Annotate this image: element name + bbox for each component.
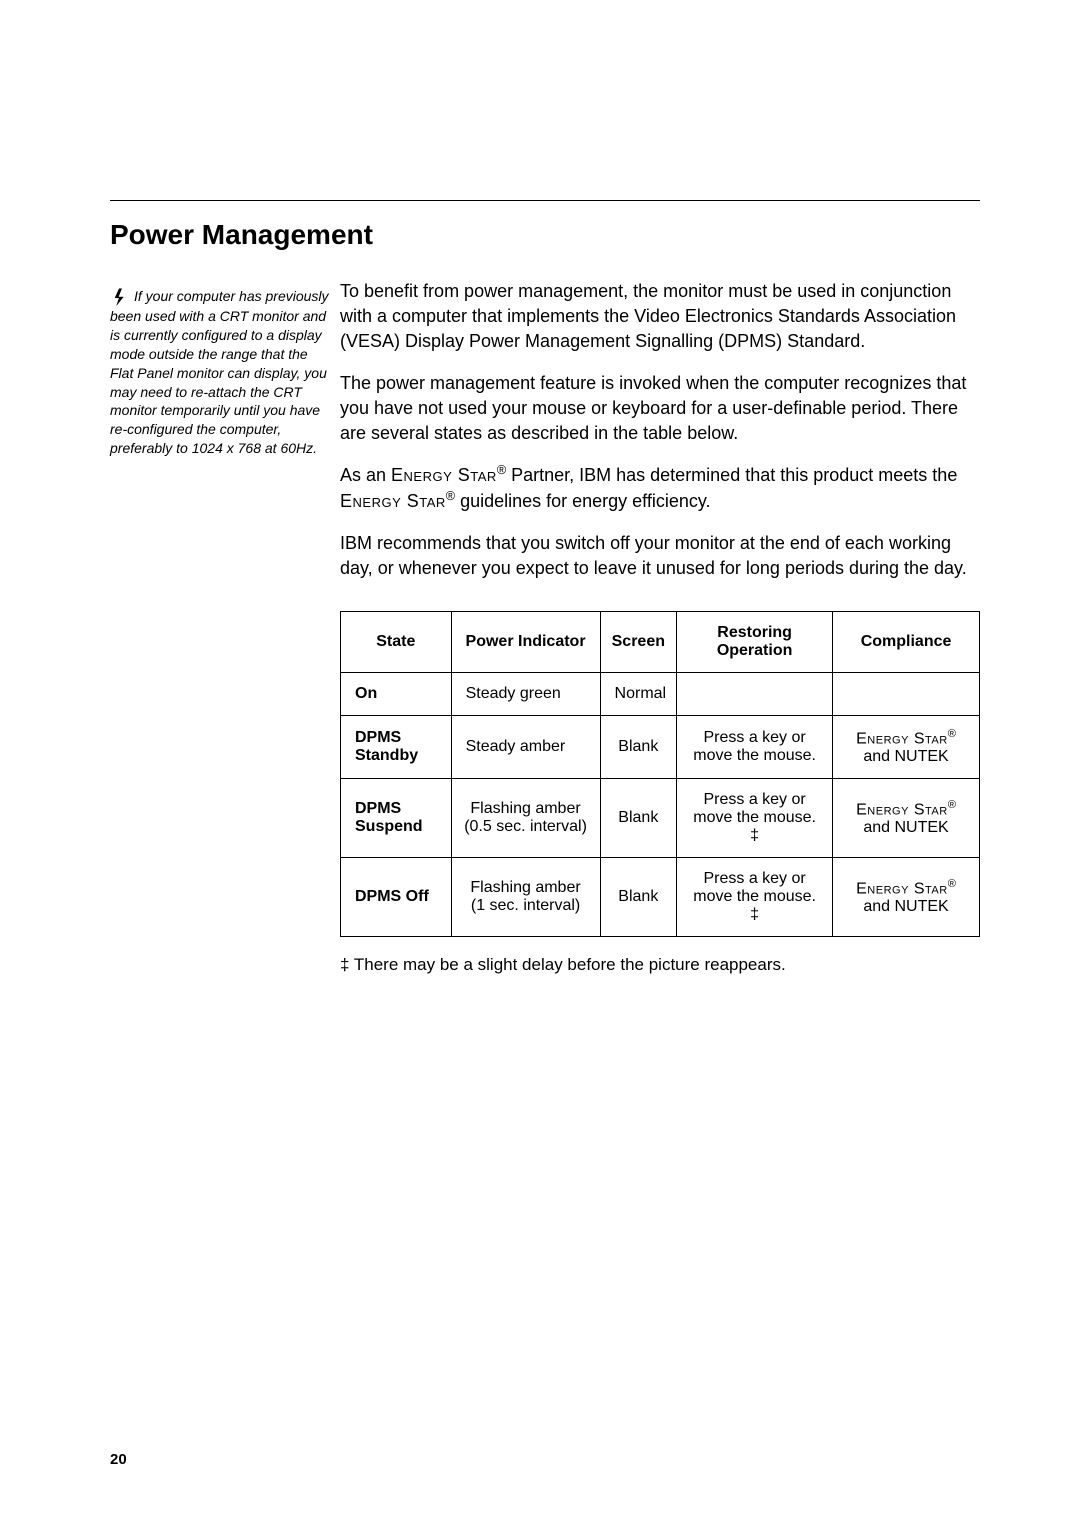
compliance-rest: and NUTEK (863, 819, 948, 836)
registered-mark-2: ® (446, 489, 455, 503)
header-screen: Screen (600, 611, 677, 672)
cell-state: On (341, 672, 452, 715)
sidenote: If your computer has previously been use… (110, 279, 330, 975)
paragraph-2: The power management feature is invoked … (340, 371, 980, 447)
registered-mark: ® (948, 799, 956, 811)
energy-star-brand-2: Energy Star (340, 491, 446, 511)
cell-state: DPMS Off (341, 858, 452, 937)
cell-state: DPMS Suspend (341, 779, 452, 858)
compliance-rest: and NUTEK (863, 898, 948, 915)
p3-mid: Partner, IBM has determined that this pr… (506, 465, 957, 485)
compliance-brand: Energy Star (856, 880, 948, 897)
table-footnote: ‡ There may be a slight delay before the… (340, 955, 980, 975)
cell-restoring (677, 672, 833, 715)
header-compliance: Compliance (833, 611, 980, 672)
cell-indicator: Flashing amber (0.5 sec. interval) (451, 779, 600, 858)
top-rule (110, 200, 980, 201)
cell-restoring: Press a key or move the mouse. ‡ (677, 858, 833, 937)
p3-prefix: As an (340, 465, 391, 485)
cell-screen: Blank (600, 858, 677, 937)
power-states-table: State Power Indicator Screen Restoring O… (340, 611, 980, 937)
cell-screen: Blank (600, 779, 677, 858)
header-state: State (341, 611, 452, 672)
cell-indicator: Steady amber (451, 715, 600, 778)
cell-compliance (833, 672, 980, 715)
paragraph-1: To benefit from power management, the mo… (340, 279, 980, 355)
content-wrap: If your computer has previously been use… (110, 279, 980, 975)
cell-indicator: Flashing amber (1 sec. interval) (451, 858, 600, 937)
cell-state: DPMS Standby (341, 715, 452, 778)
table-header-row: State Power Indicator Screen Restoring O… (341, 611, 980, 672)
registered-mark: ® (948, 878, 956, 890)
registered-mark: ® (497, 463, 506, 477)
paragraph-3: As an Energy Star® Partner, IBM has dete… (340, 462, 980, 514)
main-column: To benefit from power management, the mo… (340, 279, 980, 975)
registered-mark: ® (948, 728, 956, 740)
table-row: On Steady green Normal (341, 672, 980, 715)
page-number: 20 (110, 1451, 127, 1468)
paragraph-4: IBM recommends that you switch off your … (340, 531, 980, 581)
compliance-rest: and NUTEK (863, 748, 948, 765)
table-row: DPMS Suspend Flashing amber (0.5 sec. in… (341, 779, 980, 858)
cell-compliance: Energy Star® and NUTEK (833, 858, 980, 937)
cell-restoring: Press a key or move the mouse. (677, 715, 833, 778)
info-icon (110, 287, 130, 307)
header-restoring: Restoring Operation (677, 611, 833, 672)
cell-screen: Normal (600, 672, 677, 715)
header-indicator: Power Indicator (451, 611, 600, 672)
cell-compliance: Energy Star® and NUTEK (833, 715, 980, 778)
cell-restoring: Press a key or move the mouse. ‡ (677, 779, 833, 858)
table-row: DPMS Standby Steady amber Blank Press a … (341, 715, 980, 778)
compliance-brand: Energy Star (856, 730, 948, 747)
p3-suffix: guidelines for energy efficiency. (455, 491, 710, 511)
table-row: DPMS Off Flashing amber (1 sec. interval… (341, 858, 980, 937)
energy-star-brand: Energy Star (391, 465, 497, 485)
cell-screen: Blank (600, 715, 677, 778)
section-title: Power Management (110, 219, 980, 251)
compliance-brand: Energy Star (856, 801, 948, 818)
cell-compliance: Energy Star® and NUTEK (833, 779, 980, 858)
cell-indicator: Steady green (451, 672, 600, 715)
sidenote-text: If your computer has previously been use… (110, 288, 329, 456)
